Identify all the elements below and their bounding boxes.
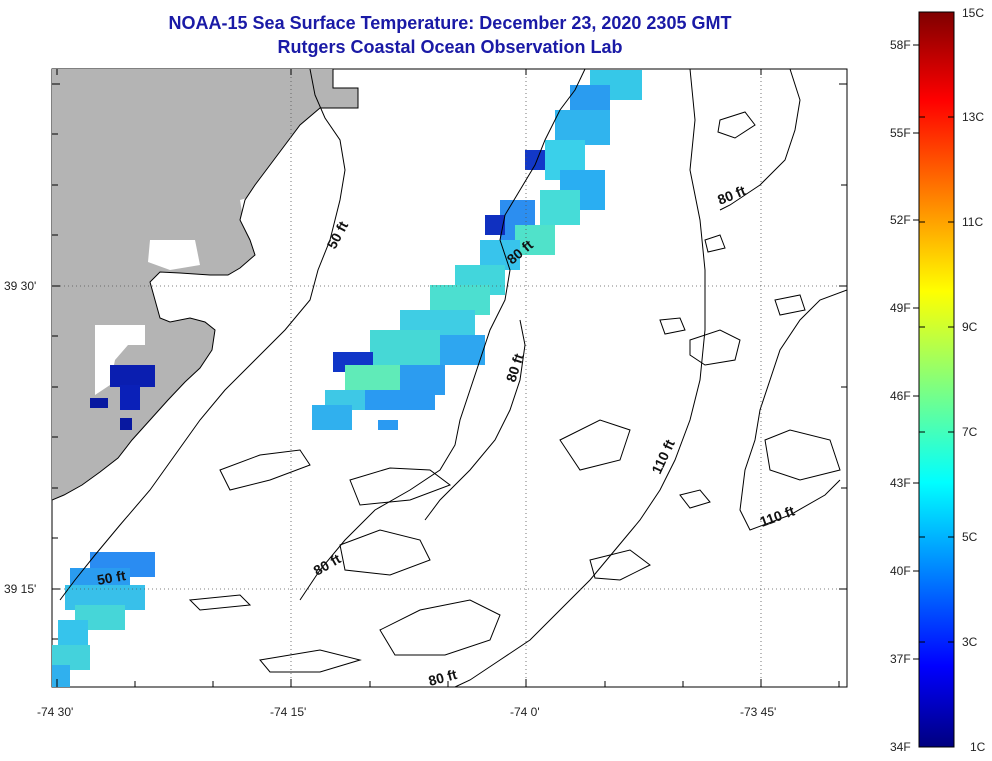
colorbar-f-label: 43F bbox=[890, 476, 911, 490]
axis-ticks bbox=[52, 69, 847, 687]
colorbar-f-label: 46F bbox=[890, 389, 911, 403]
temperature-colorbar: 15C 13C 11C 9C 7C 5C 3C 1C 58F 55F 52F 4… bbox=[890, 6, 986, 754]
colorbar-f-label: 34F bbox=[890, 740, 911, 754]
lon-label: -73 45' bbox=[740, 705, 776, 719]
colorbar-f-label: 58F bbox=[890, 38, 911, 52]
colorbar-c-label: 1C bbox=[970, 740, 986, 754]
map-subtitle: Rutgers Coastal Ocean Observation Lab bbox=[277, 37, 623, 57]
colorbar-c-label: 9C bbox=[962, 320, 978, 334]
map-panel: 50 ft 80 ft 80 ft 80 ft 110 ft 110 ft 50… bbox=[4, 68, 848, 719]
lat-label: 39 30' bbox=[4, 279, 36, 293]
colorbar-f-label: 55F bbox=[890, 126, 911, 140]
colorbar-c-label: 15C bbox=[962, 6, 984, 20]
lon-label: -74 15' bbox=[270, 705, 306, 719]
graticule bbox=[52, 69, 847, 687]
colorbar-c-label: 5C bbox=[962, 530, 978, 544]
contour-label: 50 ft bbox=[96, 567, 127, 588]
colorbar-f-label: 40F bbox=[890, 564, 911, 578]
lon-label: -74 30' bbox=[37, 705, 73, 719]
colorbar-f-label: 49F bbox=[890, 301, 911, 315]
map-title: NOAA-15 Sea Surface Temperature: Decembe… bbox=[168, 13, 732, 33]
lat-label: 39 15' bbox=[4, 582, 36, 596]
colorbar-c-label: 7C bbox=[962, 425, 978, 439]
colorbar-c-label: 13C bbox=[962, 110, 984, 124]
colorbar-c-label: 11C bbox=[962, 215, 983, 229]
colorbar-f-label: 37F bbox=[890, 652, 911, 666]
sst-pixels bbox=[52, 70, 642, 687]
colorbar-c-label: 3C bbox=[962, 635, 978, 649]
lon-label: -74 0' bbox=[510, 705, 540, 719]
contour-label: 80 ft bbox=[427, 666, 459, 689]
bathymetry-contours bbox=[52, 69, 847, 687]
colorbar-f-label: 52F bbox=[890, 213, 911, 227]
